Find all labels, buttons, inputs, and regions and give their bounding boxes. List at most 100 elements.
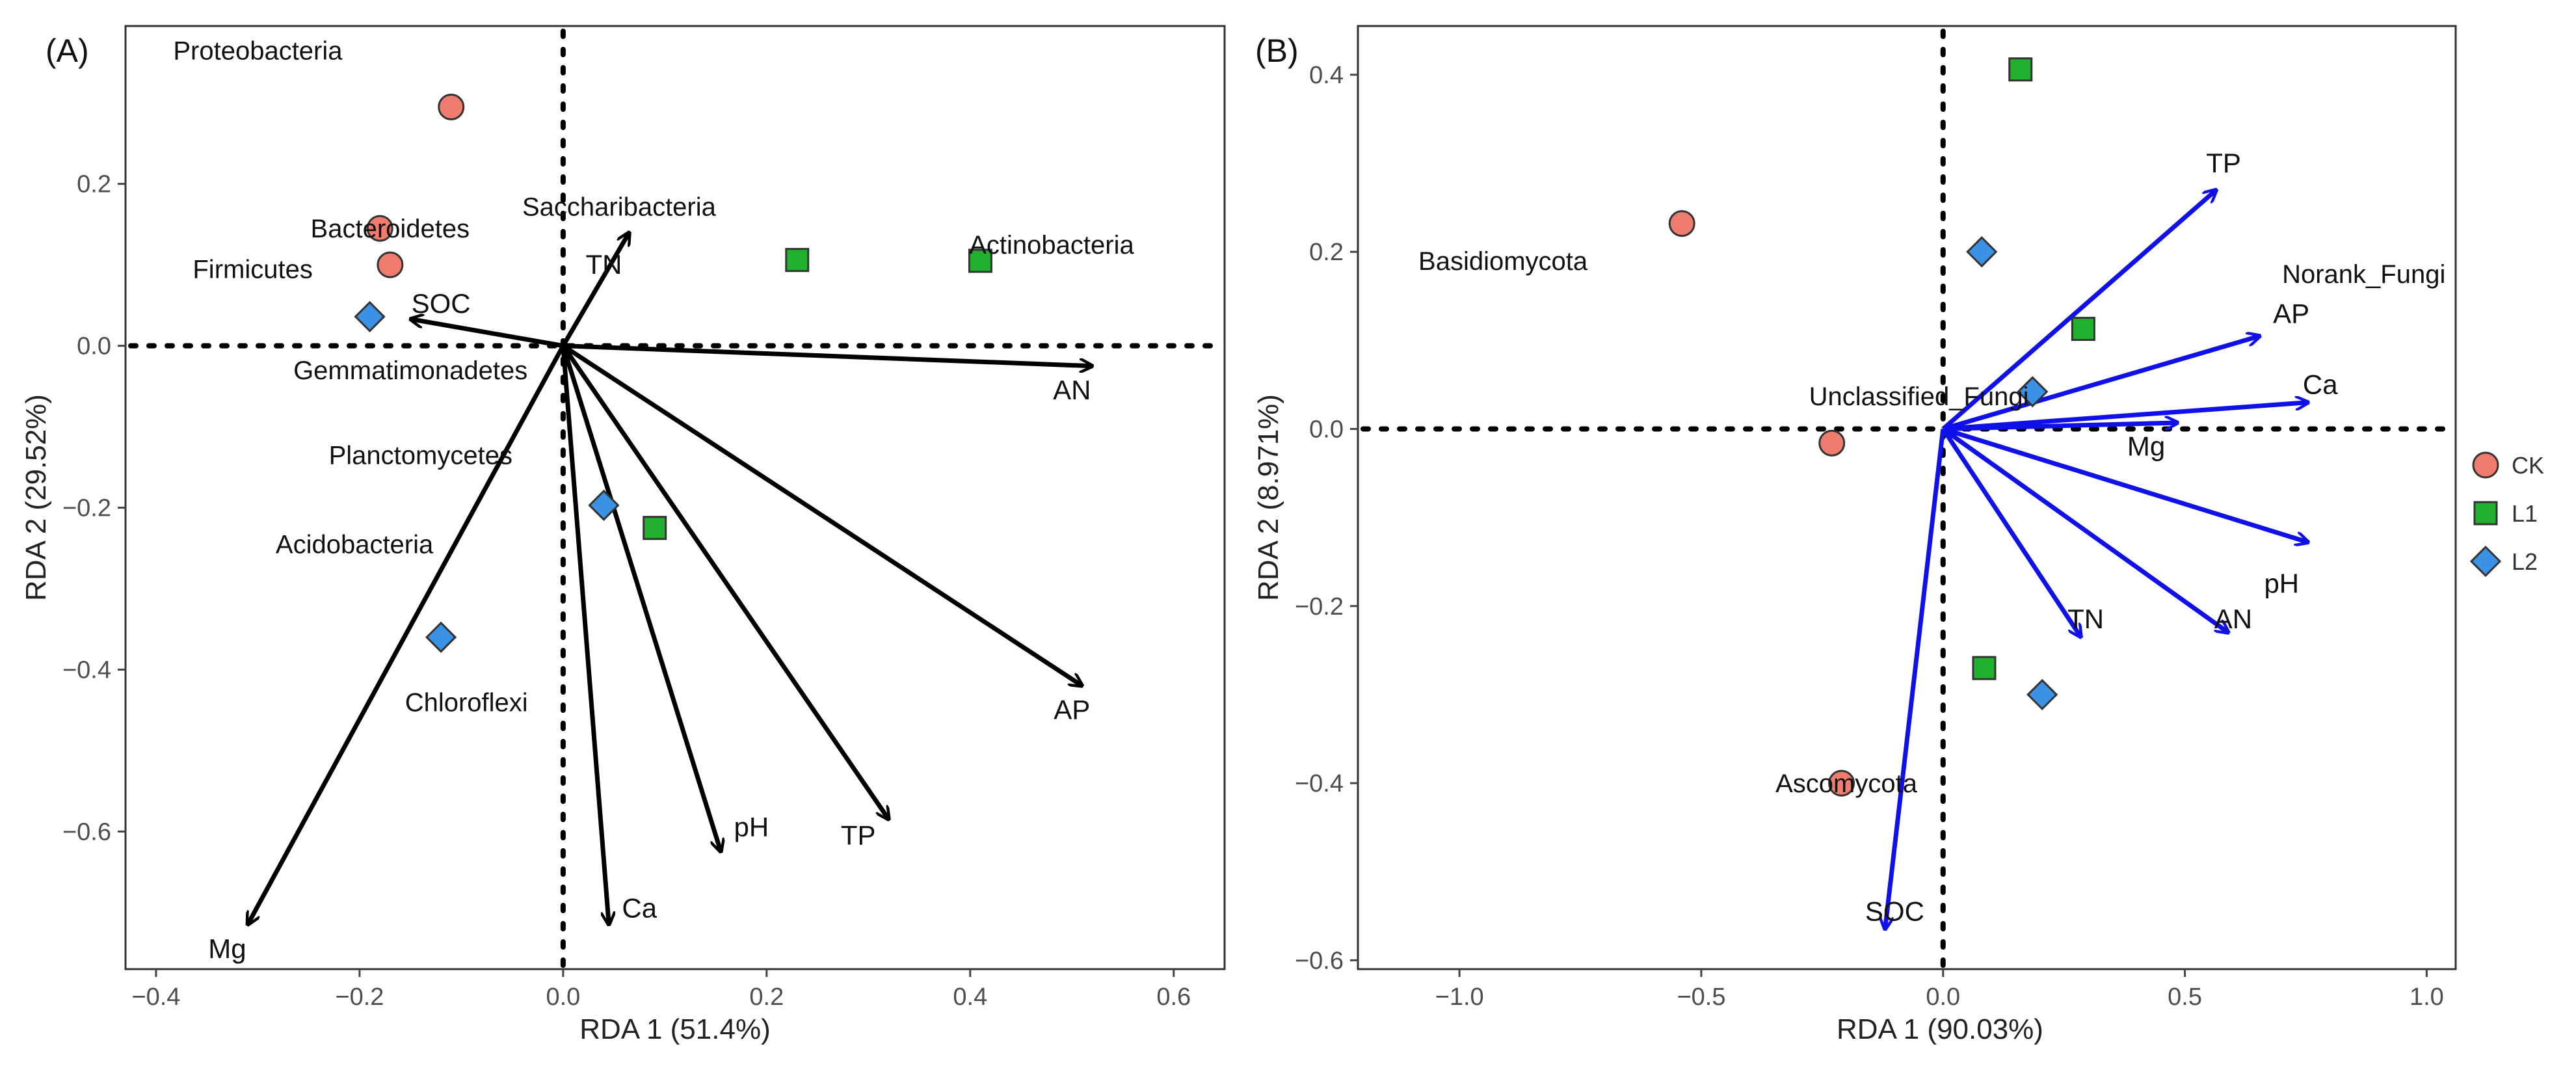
sample-point-ck xyxy=(1818,429,1846,457)
x-tick-label: 0.2 xyxy=(749,983,784,1011)
env-vector-label: Ca xyxy=(2303,369,2338,399)
sample-point-l2 xyxy=(2026,678,2058,711)
taxon-label: Actinobacteria xyxy=(969,231,1134,260)
env-vector-label: AP xyxy=(2273,298,2309,328)
y-tick-label: 0.0 xyxy=(1309,416,1344,443)
legend-label: L2 xyxy=(2512,548,2538,575)
env-vector-label: AP xyxy=(1054,695,1090,725)
x-tick-label: 0.0 xyxy=(546,983,580,1011)
env-vector-ph xyxy=(1942,427,2308,542)
env-vector-an xyxy=(563,343,1093,366)
taxon-label: Gemmatimonadetes xyxy=(293,356,527,385)
env-vector-tp xyxy=(1941,190,2216,431)
taxon-label: Saccharibacteria xyxy=(522,193,717,222)
taxon-label: Unclassified_Fungi xyxy=(1809,382,2029,411)
env-vector-label: TN xyxy=(585,249,622,280)
env-vector-label: pH xyxy=(734,812,769,842)
sample-point-l1 xyxy=(1972,656,1997,680)
x-tick-label: −1.0 xyxy=(1435,983,1484,1011)
rda-panel-b: −1.0 −0.5 0.0 0.5 1.0 0.4 0.2 0.0 −0.2 −0.4 −0.6 RD… xyxy=(1253,25,2457,1045)
env-vector-soc xyxy=(1885,429,1946,929)
env-vector-label: TN xyxy=(2067,604,2104,634)
sample-point-ck xyxy=(366,215,393,242)
env-vector-mg xyxy=(1943,423,2178,431)
env-vector-label: Mg xyxy=(2127,431,2165,462)
x-axis-label: RDA 1 (90.03%) xyxy=(1837,1013,2043,1045)
env-vector-label: Mg xyxy=(208,933,246,964)
panel-label: (A) xyxy=(46,33,89,69)
x-tick-label: 0.6 xyxy=(1156,983,1191,1011)
sample-point-l1 xyxy=(643,516,667,541)
sample-point-ck xyxy=(1668,210,1695,237)
y-tick-label: −0.6 xyxy=(1295,947,1344,974)
y-tick-label: 0.2 xyxy=(77,171,111,198)
sample-point-l1 xyxy=(2008,57,2033,82)
sample-point-ck xyxy=(438,93,465,120)
x-tick-label: 0.0 xyxy=(1926,983,1960,1011)
taxon-label: Norank_Fungi xyxy=(2282,260,2445,289)
plot-frame xyxy=(124,25,1226,970)
env-vector-ap xyxy=(561,343,1082,686)
sample-point-l1 xyxy=(968,248,992,273)
taxon-label: Acidobacteria xyxy=(276,531,434,559)
env-vector-label: pH xyxy=(2264,568,2299,599)
y-tick-label: −0.4 xyxy=(62,656,111,684)
legend: CK L1 L2 xyxy=(2469,451,2544,578)
x-tick-label: 1.0 xyxy=(2410,983,2444,1011)
env-vector-label: Ca xyxy=(622,893,657,924)
env-vector-ca xyxy=(1943,403,2308,431)
legend-label: L1 xyxy=(2512,500,2538,527)
y-tick-label: 0.2 xyxy=(1309,239,1344,266)
sample-point-ck xyxy=(377,251,404,278)
legend-swatch-l1 xyxy=(2473,501,2498,526)
sample-point-l1 xyxy=(2071,317,2095,341)
legend-swatch-l2 xyxy=(2469,545,2502,578)
y-axis-label: RDA 2 (29.52%) xyxy=(20,394,52,601)
legend-swatch-ck xyxy=(2472,451,2499,479)
env-vector-an xyxy=(1941,427,2229,632)
panel-label: (B) xyxy=(1255,33,1299,69)
env-vector-ph xyxy=(561,345,721,852)
taxon-label: Bacteroidetes xyxy=(311,215,470,243)
x-tick-label: 0.5 xyxy=(2168,983,2202,1011)
rda-panel-a: −0.4 −0.2 0.0 0.2 0.4 0.6 0.2 0.0 −0.2 −0.4 −0.6 RD… xyxy=(20,25,1226,1045)
env-vector-ca xyxy=(561,345,609,925)
y-tick-label: 0.4 xyxy=(1309,62,1344,89)
taxon-label: Chloroflexi xyxy=(405,688,528,717)
x-tick-label: −0.4 xyxy=(131,983,180,1011)
env-vector-label: SOC xyxy=(412,288,471,319)
x-tick-label: 0.4 xyxy=(953,983,987,1011)
y-tick-label: 0.0 xyxy=(77,333,111,360)
sample-point-l1 xyxy=(785,248,810,273)
y-tick-label: −0.2 xyxy=(1295,593,1344,621)
y-tick-label: −0.4 xyxy=(1295,770,1344,797)
sample-point-l2 xyxy=(588,489,620,521)
env-vector-label: TP xyxy=(2206,148,2241,178)
y-axis-label: RDA 2 (8.971%) xyxy=(1253,394,1284,601)
y-tick-label: −0.6 xyxy=(62,818,111,846)
env-vector-tp xyxy=(561,344,889,820)
env-vector-label: AN xyxy=(1053,375,1091,405)
taxon-label: Planctomycetes xyxy=(329,442,512,470)
y-tick-label: −0.2 xyxy=(62,495,111,522)
sample-point-l2 xyxy=(2017,376,2049,408)
sample-point-l2 xyxy=(1966,236,1998,268)
taxon-label: Firmicutes xyxy=(193,255,312,284)
taxon-label: Proteobacteria xyxy=(173,36,343,65)
taxon-label: Ascomycota xyxy=(1775,769,1918,798)
sample-point-ck xyxy=(1828,769,1855,797)
sample-point-l2 xyxy=(354,300,386,332)
env-vector-mg xyxy=(248,344,565,925)
taxon-label: Basidiomycota xyxy=(1418,247,1588,276)
env-vector-tn xyxy=(561,232,630,347)
env-vector-label: AN xyxy=(2214,604,2252,634)
env-vector-tn xyxy=(1941,427,2081,637)
env-vector-ap xyxy=(1942,336,2260,431)
x-tick-label: −0.2 xyxy=(335,983,384,1011)
plot-frame xyxy=(1357,25,2457,970)
x-tick-label: −0.5 xyxy=(1677,983,1725,1011)
env-vector-label: SOC xyxy=(1865,896,1924,927)
env-vector-label: TP xyxy=(841,820,876,851)
sample-point-l2 xyxy=(425,621,457,653)
